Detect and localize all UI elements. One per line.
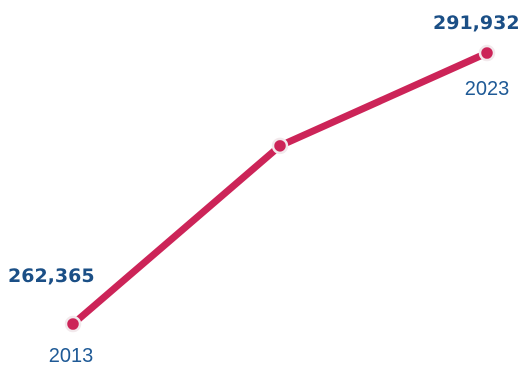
data-point-2018 [271, 137, 289, 155]
data-point-2023 [478, 44, 496, 62]
year-label-2023: 2023 [465, 78, 510, 100]
value-label-2023: 291,932 [433, 12, 520, 34]
value-label-2013: 262,365 [8, 265, 95, 287]
year-label-2013: 2013 [49, 345, 94, 366]
data-markers [64, 44, 496, 333]
data-labels: 262,365 291,932 2013 2023 [8, 12, 520, 366]
series-line [69, 49, 491, 328]
data-point-2013 [64, 315, 82, 333]
